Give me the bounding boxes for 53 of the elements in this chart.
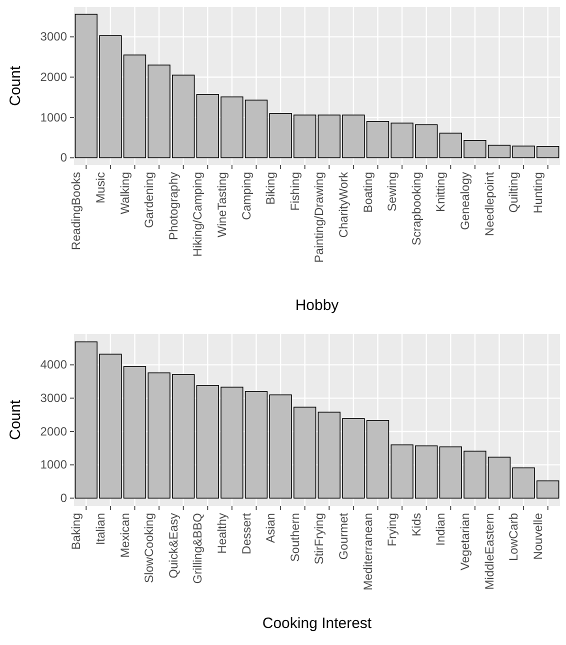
x-tick-label: Gourmet: [336, 512, 350, 560]
y-tick-label: 2000: [40, 70, 68, 84]
x-tick-label: Knitting: [434, 172, 448, 212]
x-tick-label: Photography: [166, 172, 180, 240]
x-tick-label: Italian: [93, 513, 108, 546]
y-axis-title: Count: [7, 399, 24, 440]
x-tick-label: Genealogy: [458, 172, 472, 230]
x-tick-label: Vegetarian: [458, 513, 472, 570]
x-axis-title: Cooking Interest: [262, 615, 372, 632]
x-tick-label: Music: [93, 172, 108, 204]
x-tick-label: Camping: [239, 172, 254, 220]
x-tick-label: SlowCooking: [142, 513, 156, 584]
x-tick-label: Gardening: [142, 172, 156, 228]
x-tick-label: ReadingBooks: [69, 172, 84, 250]
x-tick-label: Quilting: [506, 172, 521, 213]
y-tick-label: 3000: [40, 391, 68, 406]
x-tick-label: Biking: [264, 172, 278, 205]
y-tick-label: 1000: [40, 110, 68, 124]
x-tick-label: Boating: [360, 172, 375, 213]
x-tick-label: Southern: [288, 513, 302, 562]
x-tick-label: CharityWork: [336, 171, 350, 238]
y-tick-label: 0: [60, 150, 68, 165]
x-tick-label: Kids: [409, 513, 424, 536]
x-tick-label: Healthy: [214, 513, 229, 554]
x-tick-label: Mexican: [118, 513, 132, 558]
x-tick-label: Asian: [264, 513, 278, 544]
x-tick-label: Hunting: [530, 172, 545, 214]
x-tick-label: LowCarb: [506, 512, 521, 562]
x-tick-label: Frying: [385, 513, 400, 546]
x-tick-label: Dessert: [239, 512, 254, 554]
x-tick-label: Scrapbooking: [409, 172, 424, 246]
x-tick-label: Needlepoint: [482, 171, 496, 236]
y-tick-label: 1000: [40, 458, 68, 472]
x-tick-label: Mediterranean: [360, 513, 375, 590]
y-tick-label: 0: [60, 491, 68, 506]
x-tick-label: MiddleEastern: [482, 513, 496, 590]
x-tick-label: Sewing: [385, 172, 400, 212]
x-tick-label: WineTasting: [214, 172, 229, 238]
x-tick-label: Indian: [434, 513, 448, 546]
x-tick-label: Painting/Drawing: [312, 172, 326, 263]
y-tick-label: 2000: [40, 424, 68, 438]
x-axis-title: Hobby: [295, 297, 340, 314]
x-tick-label: Fishing: [288, 172, 302, 211]
x-tick-label: Grilling&BBQ: [190, 513, 205, 584]
x-tick-label: StirFrying: [312, 513, 326, 564]
y-axis-title: Count: [7, 65, 24, 106]
x-tick-label: Hiking/Camping: [190, 172, 205, 257]
x-tick-label: Baking: [69, 513, 84, 550]
y-tick-label: 4000: [40, 358, 68, 372]
x-tick-label: Quick&Easy: [166, 513, 180, 578]
x-tick-label: Walking: [118, 172, 132, 214]
x-tick-label: Nouvelle: [530, 512, 545, 560]
y-tick-label: 3000: [40, 30, 68, 44]
